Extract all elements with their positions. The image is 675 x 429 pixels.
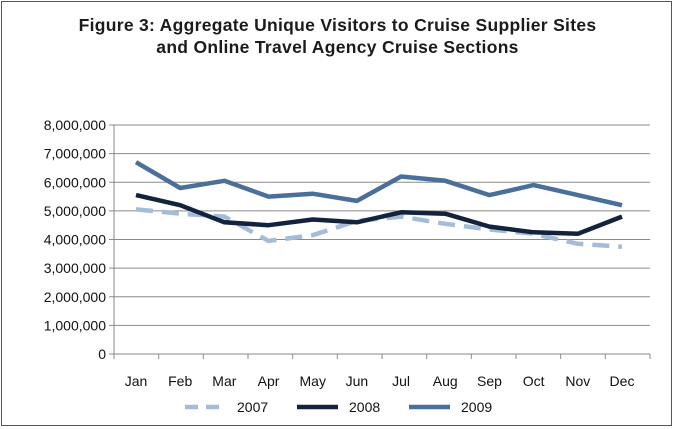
x-tick-label: Jan bbox=[125, 373, 148, 389]
y-tick-label: 2,000,000 bbox=[44, 289, 106, 305]
y-tick-label: 7,000,000 bbox=[44, 146, 106, 162]
x-tick-label: Sep bbox=[477, 373, 502, 389]
x-tick-label: Nov bbox=[565, 373, 590, 389]
x-tick-label: Mar bbox=[212, 373, 236, 389]
legend-label-2008: 2008 bbox=[349, 399, 380, 415]
legend-label-2007: 2007 bbox=[237, 399, 268, 415]
series-line-2008 bbox=[135, 192, 623, 237]
y-tick-label: 6,000,000 bbox=[44, 174, 106, 190]
series-line-2007 bbox=[135, 207, 623, 249]
x-tick-label: Jul bbox=[392, 373, 410, 389]
x-tick-label: Feb bbox=[168, 373, 192, 389]
y-tick-label: 5,000,000 bbox=[44, 203, 106, 219]
legend-label-2009: 2009 bbox=[461, 399, 492, 415]
x-tick-label: Oct bbox=[523, 373, 545, 389]
y-tick-label: 8,000,000 bbox=[44, 117, 106, 133]
y-tick-label: 0 bbox=[98, 346, 106, 362]
y-tick-label: 4,000,000 bbox=[44, 232, 106, 248]
x-tick-label: Dec bbox=[610, 373, 635, 389]
chart-title-line2: and Online Travel Agency Cruise Sections bbox=[156, 37, 519, 57]
x-tick-label: Aug bbox=[433, 373, 458, 389]
x-tick-label: May bbox=[300, 373, 326, 389]
chart-title-line1: Figure 3: Aggregate Unique Visitors to C… bbox=[78, 15, 597, 35]
chart-title: Figure 3: Aggregate Unique Visitors to C… bbox=[0, 14, 675, 58]
y-tick-label: 3,000,000 bbox=[44, 260, 106, 276]
x-tick-label: Jun bbox=[346, 373, 369, 389]
series-line-2009 bbox=[134, 160, 623, 208]
x-tick-label: Apr bbox=[258, 373, 280, 389]
y-tick-label: 1,000,000 bbox=[44, 317, 106, 333]
